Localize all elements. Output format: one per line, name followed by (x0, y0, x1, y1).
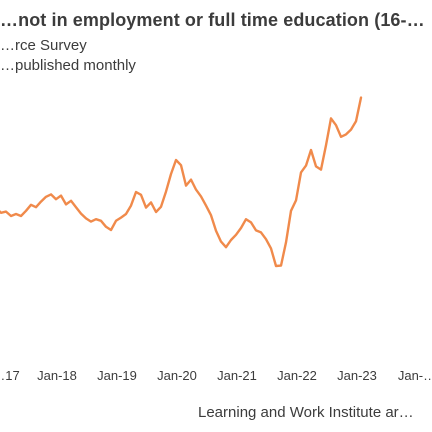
chart-subtitle-frequency: …published monthly (0, 57, 136, 74)
x-tick-label: Jan-23 (337, 368, 377, 383)
x-tick-label: Jan-18 (37, 368, 77, 383)
x-tick-label: …17 (0, 368, 20, 383)
x-tick-label: Jan-19 (97, 368, 137, 383)
x-tick-label: Jan-21 (217, 368, 257, 383)
x-axis: …17 Jan-18 Jan-19 Jan-20 Jan-21 Jan-22 J… (0, 368, 432, 383)
x-tick-label: Jan-22 (277, 368, 317, 383)
source-credit: Learning and Work Institute ar… (198, 404, 414, 421)
series-line (0, 96, 363, 268)
x-tick-label: Jan-20 (157, 368, 197, 383)
chart-title: …not in employment or full time educatio… (0, 10, 425, 30)
x-tick-label: Jan-… (398, 368, 432, 383)
chart-subtitle-source: …rce Survey (0, 37, 87, 54)
